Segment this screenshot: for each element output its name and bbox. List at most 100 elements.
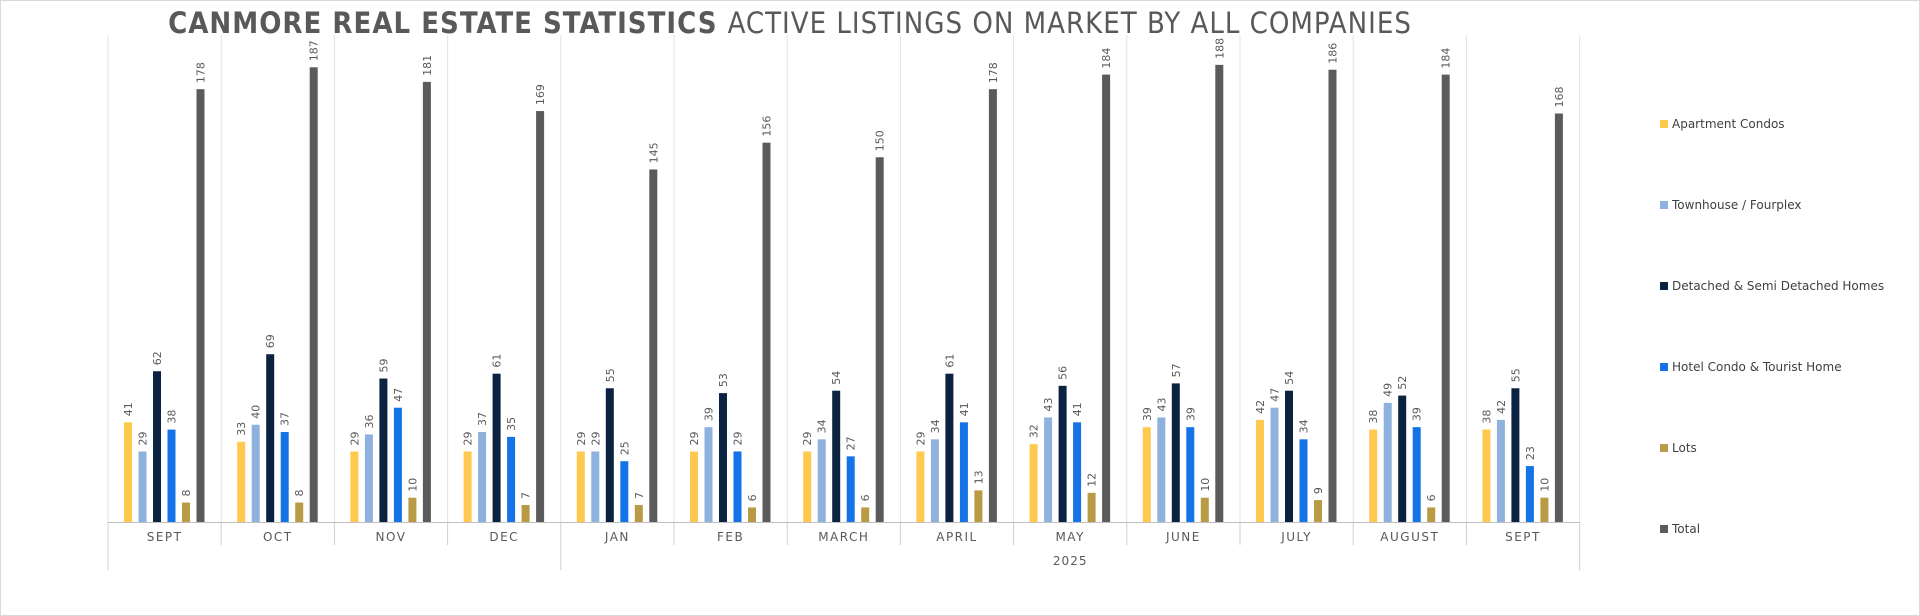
data-label: 43 <box>1155 397 1168 411</box>
bar <box>817 439 826 522</box>
x-tick-label: FEB <box>717 530 744 544</box>
bar <box>1412 427 1421 522</box>
data-label: 145 <box>647 142 660 163</box>
bar <box>379 378 388 522</box>
x-tick-label: SEPT <box>1505 530 1541 544</box>
data-label: 42 <box>1495 400 1508 414</box>
bar <box>1200 497 1209 522</box>
data-label: 6 <box>859 494 872 501</box>
bar <box>875 157 884 522</box>
bar <box>1511 388 1520 522</box>
legend-item: Total <box>1660 522 1700 536</box>
bar <box>945 373 954 522</box>
bar <box>492 373 501 522</box>
data-label: 40 <box>250 405 263 419</box>
data-label: 37 <box>279 412 292 426</box>
x-tick-label: MAY <box>1055 530 1084 544</box>
legend-label: Lots <box>1672 441 1697 455</box>
bar <box>463 451 472 522</box>
bar <box>251 424 260 522</box>
data-label: 150 <box>874 130 887 151</box>
data-label: 39 <box>1411 407 1424 421</box>
bar <box>704 427 713 522</box>
bar <box>846 456 855 522</box>
legend-swatch <box>1660 201 1668 209</box>
data-label: 38 <box>166 410 179 424</box>
data-label: 35 <box>505 417 518 431</box>
legend-label: Hotel Condo & Tourist Home <box>1672 360 1842 374</box>
bar <box>719 393 727 522</box>
data-label: 54 <box>1283 371 1296 385</box>
bar <box>1398 395 1407 522</box>
bar <box>1087 492 1096 522</box>
bar <box>1270 407 1279 522</box>
bar <box>124 422 132 522</box>
data-label: 178 <box>195 62 208 83</box>
data-label: 54 <box>830 371 843 385</box>
data-label: 7 <box>633 492 646 499</box>
chart-title-rest: ACTIVE LISTINGS ON MARKET BY ALL COMPANI… <box>727 6 1412 40</box>
bar <box>748 507 756 522</box>
bar <box>733 451 742 522</box>
data-label: 187 <box>308 40 321 61</box>
data-label: 29 <box>575 431 588 445</box>
data-label: 27 <box>845 436 858 450</box>
bar <box>1157 417 1166 522</box>
bar <box>536 111 545 522</box>
x-tick-label: APRIL <box>936 530 978 544</box>
data-label: 38 <box>1367 410 1380 424</box>
bar <box>1171 383 1180 522</box>
data-label: 25 <box>618 441 631 455</box>
chart-title: CANMORE REAL ESTATE STATISTICS ACTIVE LIS… <box>0 6 1580 40</box>
bar <box>690 451 698 522</box>
x-tick-label: JAN <box>604 530 630 544</box>
bar <box>1186 427 1195 522</box>
data-label: 8 <box>180 490 193 497</box>
data-label: 59 <box>377 359 390 373</box>
data-label: 43 <box>1042 397 1055 411</box>
bar <box>1058 385 1067 522</box>
x-tick-label: JUNE <box>1165 530 1201 544</box>
chart-title-bold: CANMORE REAL ESTATE STATISTICS <box>168 6 718 40</box>
bar <box>620 461 629 522</box>
bar <box>1369 429 1378 522</box>
bar <box>138 451 147 522</box>
data-label: 39 <box>1141 407 1154 421</box>
data-label: 56 <box>1057 366 1070 380</box>
bar <box>832 390 841 522</box>
year-label: 2025 <box>1053 554 1088 568</box>
legend-swatch <box>1660 363 1668 371</box>
bar <box>364 434 373 522</box>
bar <box>959 422 968 522</box>
bar <box>930 439 939 522</box>
x-tick-label: JULY <box>1280 530 1312 544</box>
bar <box>309 67 318 522</box>
data-label: 188 <box>1213 38 1226 59</box>
bar <box>1525 466 1534 522</box>
bar <box>350 451 359 522</box>
data-label: 69 <box>264 334 277 348</box>
bar <box>1073 422 1082 522</box>
bar <box>634 504 643 522</box>
bar <box>649 169 658 522</box>
bar <box>974 490 983 522</box>
bar <box>507 436 516 522</box>
data-label: 178 <box>987 62 1000 83</box>
x-tick-label: DEC <box>489 530 519 544</box>
data-label: 55 <box>604 368 617 382</box>
data-label: 34 <box>816 419 829 433</box>
bar <box>1383 402 1392 522</box>
data-label: 181 <box>421 55 434 76</box>
legend-label: Total <box>1672 522 1701 536</box>
data-label: 29 <box>732 431 745 445</box>
bar <box>861 507 870 522</box>
data-label: 55 <box>1509 368 1522 382</box>
bar <box>237 441 246 522</box>
data-label: 169 <box>534 84 547 105</box>
data-label: 156 <box>761 116 774 137</box>
data-label: 52 <box>1396 376 1409 390</box>
bar <box>408 497 417 522</box>
data-label: 186 <box>1327 43 1340 64</box>
legend-swatch <box>1660 525 1668 533</box>
